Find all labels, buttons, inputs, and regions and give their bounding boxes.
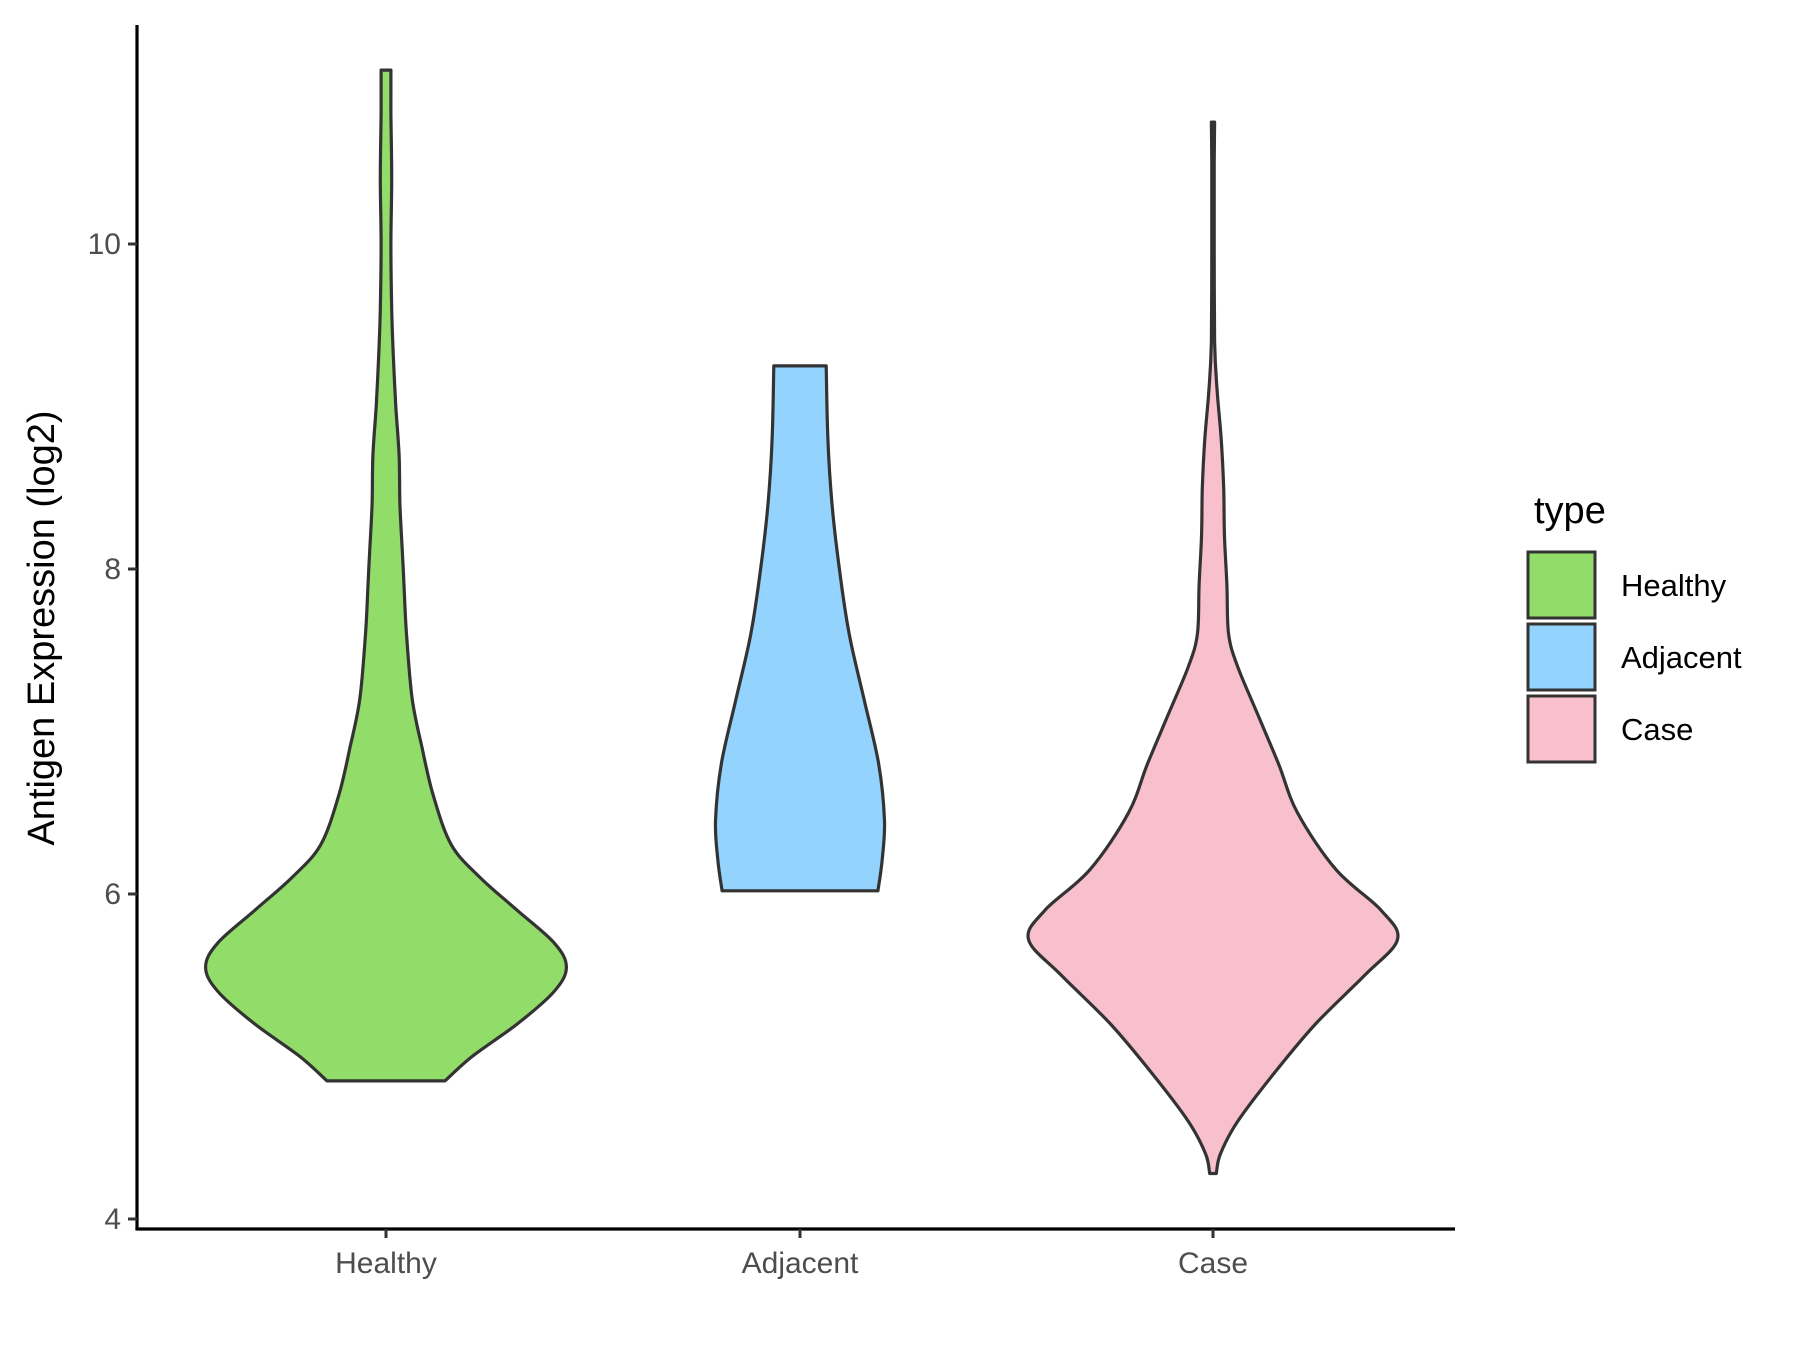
legend-label-case: Case (1621, 712, 1693, 747)
violin-healthy (204, 68, 568, 1083)
legend-key-healthy (1526, 550, 1597, 620)
legend: type Healthy Adjacent Case (1526, 490, 1742, 764)
violins (204, 68, 1400, 1176)
violin-case (1026, 120, 1400, 1176)
axes: 4 6 8 10 Healthy Adjacent Case (88, 25, 1455, 1280)
y-axis-title: Antigen Expression (log2) (21, 410, 63, 845)
y-tick-label: 4 (104, 1203, 121, 1236)
legend-key-case (1526, 694, 1597, 764)
y-tick-label: 8 (104, 553, 121, 586)
legend-label-healthy: Healthy (1621, 568, 1727, 603)
y-tick-label: 10 (88, 228, 121, 261)
x-tick-label-case: Case (1178, 1247, 1248, 1280)
y-tick-label: 6 (104, 878, 121, 911)
legend-key-adjacent (1526, 622, 1597, 692)
legend-label-adjacent: Adjacent (1621, 640, 1742, 675)
x-tick-label-adjacent: Adjacent (742, 1247, 859, 1280)
legend-title: type (1534, 490, 1606, 532)
violin-adjacent (713, 364, 887, 893)
x-tick-label-healthy: Healthy (335, 1247, 437, 1280)
